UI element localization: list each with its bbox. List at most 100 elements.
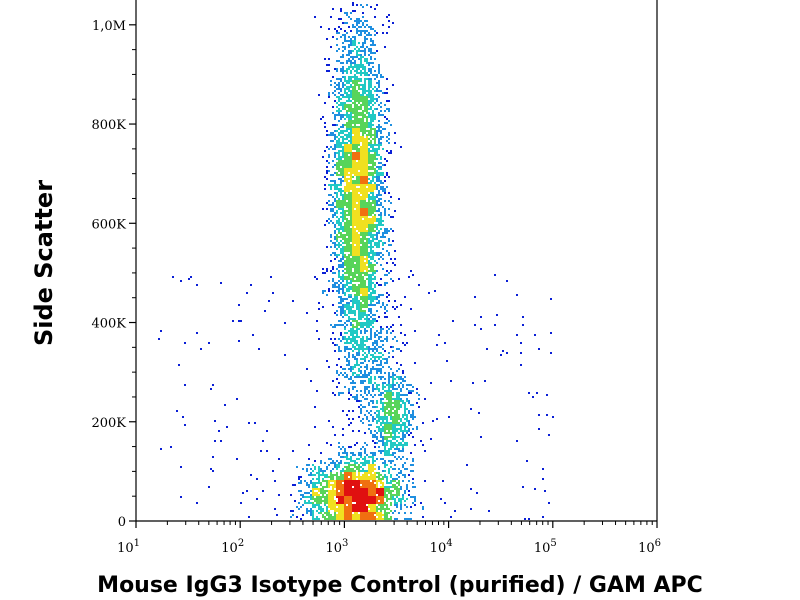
- event-point: [370, 150, 372, 152]
- event-point: [356, 96, 358, 98]
- event-point: [354, 346, 356, 348]
- event-point: [360, 288, 362, 290]
- event-point: [364, 80, 366, 82]
- event-point: [364, 198, 366, 200]
- event-point: [366, 268, 368, 270]
- event-point: [336, 248, 338, 250]
- event-point: [368, 186, 370, 188]
- event-point: [366, 368, 368, 370]
- event-point: [360, 200, 362, 202]
- x-tick-label: 103: [325, 538, 348, 556]
- event-point: [370, 126, 372, 128]
- event-point: [358, 140, 360, 142]
- event-point: [362, 64, 364, 66]
- event-point: [362, 222, 364, 224]
- event-point: [338, 178, 340, 180]
- event-point: [496, 314, 498, 316]
- event-point: [352, 200, 354, 202]
- event-point: [380, 488, 382, 490]
- event-point: [358, 114, 360, 116]
- event-point: [400, 438, 402, 440]
- event-point: [362, 96, 364, 98]
- event-point: [340, 126, 342, 128]
- event-point: [372, 160, 374, 162]
- event-point: [370, 6, 372, 8]
- event-point: [372, 198, 374, 200]
- event-point: [356, 146, 358, 148]
- event-point: [390, 244, 392, 246]
- event-point: [358, 148, 360, 150]
- event-point: [336, 168, 338, 170]
- event-point: [344, 474, 346, 476]
- event-point: [358, 194, 360, 196]
- event-point: [360, 238, 362, 240]
- event-point: [372, 400, 374, 402]
- event-point: [358, 54, 360, 56]
- event-point: [378, 504, 380, 506]
- event-point: [378, 364, 380, 366]
- event-point: [378, 376, 380, 378]
- event-point: [374, 368, 376, 370]
- event-point: [364, 72, 366, 74]
- event-point: [364, 82, 366, 84]
- event-point: [374, 188, 376, 190]
- event-point: [340, 236, 342, 238]
- event-point: [342, 514, 344, 516]
- event-point: [352, 494, 354, 496]
- event-point: [346, 506, 348, 508]
- event-point: [356, 488, 358, 490]
- event-point: [414, 498, 416, 500]
- event-point: [392, 382, 394, 384]
- event-point: [368, 338, 370, 340]
- event-point: [352, 166, 354, 168]
- event-point: [334, 502, 336, 504]
- event-point: [350, 504, 352, 506]
- event-point: [364, 272, 366, 274]
- event-point: [372, 192, 374, 194]
- event-point: [364, 512, 366, 514]
- event-point: [362, 176, 364, 178]
- event-point: [322, 490, 324, 492]
- event-point: [350, 494, 352, 496]
- event-point: [360, 326, 362, 328]
- event-point: [382, 24, 384, 26]
- event-point: [354, 144, 356, 146]
- event-point: [354, 518, 356, 520]
- event-point: [390, 124, 392, 126]
- event-point: [376, 178, 378, 180]
- event-point: [370, 284, 372, 286]
- event-point: [342, 160, 344, 162]
- event-point: [362, 178, 364, 180]
- event-point: [332, 516, 334, 518]
- event-point: [338, 324, 340, 326]
- event-point: [406, 432, 408, 434]
- event-point: [356, 244, 358, 246]
- event-point: [366, 476, 368, 478]
- event-point: [362, 284, 364, 286]
- event-point: [374, 452, 376, 454]
- event-point: [370, 466, 372, 468]
- event-point: [352, 188, 354, 190]
- event-point: [376, 166, 378, 168]
- event-point: [340, 204, 342, 206]
- event-point: [322, 516, 324, 518]
- event-point: [356, 152, 358, 154]
- event-point: [348, 390, 350, 392]
- event-point: [538, 428, 540, 430]
- event-point: [236, 458, 238, 460]
- event-point: [366, 72, 368, 74]
- event-point: [364, 192, 366, 194]
- event-point: [386, 450, 388, 452]
- event-point: [358, 454, 360, 456]
- event-point: [338, 128, 340, 130]
- event-point: [350, 476, 352, 478]
- event-point: [398, 404, 400, 406]
- event-point: [372, 470, 374, 472]
- event-point: [372, 292, 374, 294]
- event-point: [342, 202, 344, 204]
- event-point: [394, 400, 396, 402]
- event-point: [376, 186, 378, 188]
- event-point: [364, 486, 366, 488]
- event-point: [366, 354, 368, 356]
- event-point: [312, 474, 314, 476]
